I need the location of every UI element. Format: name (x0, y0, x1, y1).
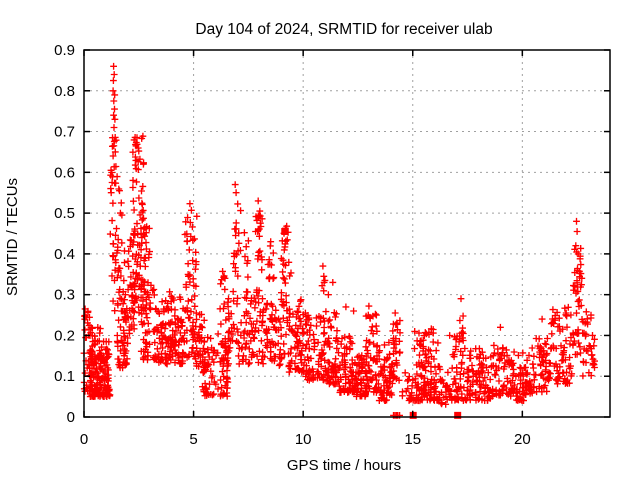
chart-title: Day 104 of 2024, SRMTID for receiver ula… (195, 21, 492, 38)
y-axis-label: SRMTID / TECUs (4, 178, 21, 296)
y-tick-label: 0.2 (54, 327, 75, 344)
y-tick-label: 0.1 (54, 368, 75, 385)
data-points (80, 62, 598, 419)
y-tick-label: 0 (67, 409, 75, 426)
square-marker (281, 227, 289, 235)
y-tick-label: 0.9 (54, 42, 75, 59)
plot-border (83, 49, 611, 418)
y-tick-label: 0.6 (54, 164, 75, 181)
x-tick-label: 10 (295, 431, 312, 448)
x-tick-label: 5 (189, 431, 197, 448)
x-axis-label: GPS time / hours (287, 457, 401, 474)
tick-labels: 0 5 10 15 20 0 0.1 0.2 0.3 0.4 0.5 0.6 0.7 0.8 0.9 (54, 42, 531, 448)
y-tick-label: 0.8 (54, 83, 75, 100)
y-tick-label: 0.3 (54, 287, 75, 304)
plot-frame (83, 49, 611, 418)
axis-ticks (83, 49, 610, 418)
y-tick-label: 0.4 (54, 246, 75, 263)
square-marker (454, 411, 462, 419)
x-tick-label: 0 (80, 431, 88, 448)
y-tick-label: 0.5 (54, 205, 75, 222)
x-tick-label: 15 (404, 431, 421, 448)
x-tick-label: 20 (514, 431, 531, 448)
y-tick-label: 0.7 (54, 124, 75, 141)
plus-markers (80, 62, 598, 419)
